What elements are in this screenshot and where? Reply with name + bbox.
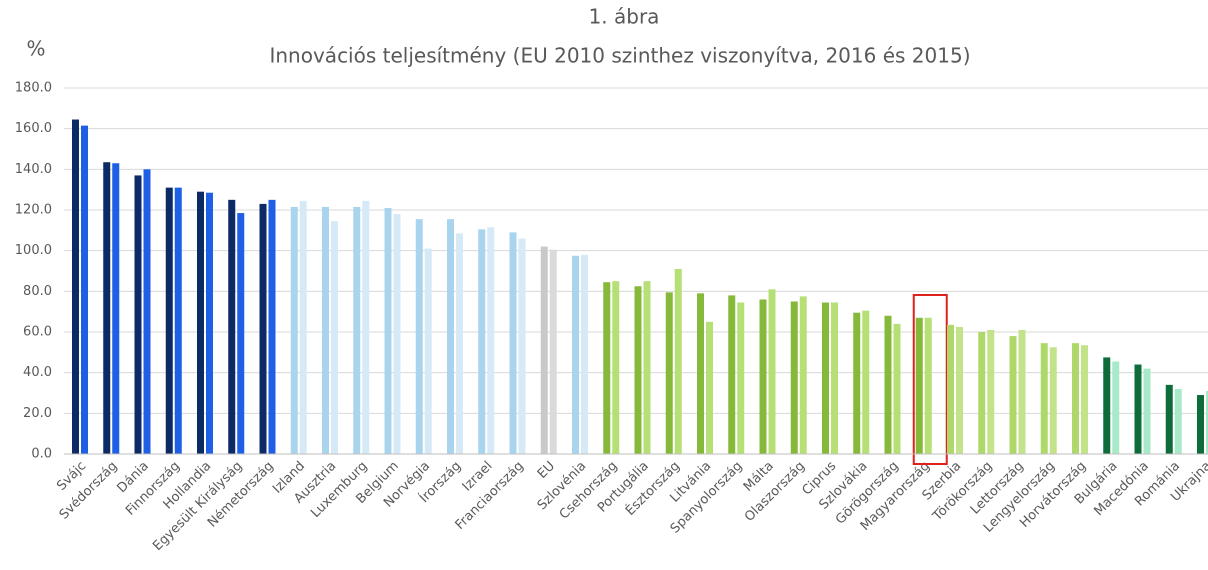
bar bbox=[956, 326, 963, 454]
bar bbox=[1081, 345, 1088, 454]
bar bbox=[572, 255, 579, 454]
bar bbox=[143, 169, 151, 455]
bar bbox=[1134, 364, 1142, 454]
y-tick-label: 20.0 bbox=[23, 406, 52, 421]
bar bbox=[237, 213, 245, 454]
bar bbox=[228, 199, 236, 454]
bar bbox=[1197, 395, 1204, 454]
bar bbox=[1103, 357, 1111, 454]
bar bbox=[268, 199, 276, 454]
y-tick-label: 180.0 bbox=[15, 81, 52, 96]
bar bbox=[331, 221, 338, 454]
bar bbox=[665, 292, 673, 454]
bar bbox=[174, 187, 182, 454]
bar bbox=[447, 219, 454, 454]
y-tick-label: 60.0 bbox=[23, 325, 52, 340]
bar bbox=[540, 246, 548, 454]
bar bbox=[697, 293, 704, 454]
bar bbox=[1018, 329, 1026, 454]
bar bbox=[612, 281, 620, 454]
bar bbox=[197, 191, 204, 454]
bar bbox=[987, 329, 995, 454]
bar bbox=[581, 254, 588, 454]
bar bbox=[603, 282, 611, 454]
bar bbox=[134, 175, 142, 454]
bar bbox=[884, 315, 892, 454]
bar bbox=[674, 268, 682, 454]
y-tick-label: 120.0 bbox=[15, 203, 52, 218]
bar bbox=[424, 248, 432, 454]
y-tick-label: 160.0 bbox=[15, 121, 52, 136]
bar bbox=[1143, 368, 1151, 454]
chart-title: 1. ábra bbox=[589, 5, 660, 29]
bar bbox=[1009, 336, 1017, 454]
bar bbox=[862, 310, 870, 454]
bar bbox=[893, 323, 901, 454]
bar bbox=[518, 238, 526, 454]
bar bbox=[509, 232, 517, 454]
bar bbox=[831, 302, 838, 454]
bar bbox=[728, 295, 736, 454]
bar bbox=[799, 296, 807, 454]
bar bbox=[915, 317, 923, 454]
bar bbox=[415, 219, 423, 454]
y-tick-label: 100.0 bbox=[15, 243, 52, 258]
bar bbox=[353, 206, 361, 454]
bar bbox=[362, 200, 370, 454]
y-axis-label: % bbox=[26, 37, 45, 61]
bar bbox=[1072, 343, 1079, 454]
y-tick-label: 0.0 bbox=[31, 447, 52, 462]
bar bbox=[206, 192, 213, 454]
bar bbox=[706, 321, 713, 454]
bar bbox=[112, 163, 120, 454]
bar bbox=[103, 162, 111, 454]
bar bbox=[299, 200, 307, 454]
bar bbox=[290, 206, 298, 454]
bar bbox=[978, 332, 986, 454]
bar bbox=[790, 301, 798, 454]
bar bbox=[634, 286, 642, 454]
bar bbox=[643, 281, 651, 454]
bar bbox=[487, 227, 495, 454]
y-tick-label: 40.0 bbox=[23, 365, 52, 380]
x-tick-label: EU bbox=[535, 459, 558, 482]
bar bbox=[947, 324, 954, 454]
bar bbox=[1049, 347, 1057, 454]
bar bbox=[456, 233, 463, 454]
bar bbox=[393, 214, 401, 454]
bar bbox=[737, 302, 745, 454]
bar bbox=[478, 229, 486, 454]
bar bbox=[259, 203, 267, 454]
bar bbox=[322, 206, 329, 454]
bar bbox=[1040, 343, 1048, 454]
bar bbox=[853, 312, 861, 454]
bar bbox=[822, 302, 829, 454]
chart-subtitle: Innovációs teljesítmény (EU 2010 szinthe… bbox=[269, 44, 970, 68]
bar bbox=[1206, 390, 1208, 454]
bar bbox=[72, 119, 79, 455]
bar bbox=[1165, 384, 1173, 454]
bar bbox=[165, 187, 173, 454]
bar bbox=[759, 299, 767, 454]
bar bbox=[549, 249, 557, 454]
y-tick-label: 80.0 bbox=[23, 284, 52, 299]
bar bbox=[81, 125, 88, 454]
bar bbox=[768, 289, 776, 454]
bar bbox=[1112, 361, 1120, 454]
highlight-box bbox=[912, 294, 948, 465]
bar bbox=[384, 207, 392, 454]
bar bbox=[924, 317, 932, 454]
y-tick-label: 140.0 bbox=[15, 162, 52, 177]
bar bbox=[1174, 388, 1182, 454]
